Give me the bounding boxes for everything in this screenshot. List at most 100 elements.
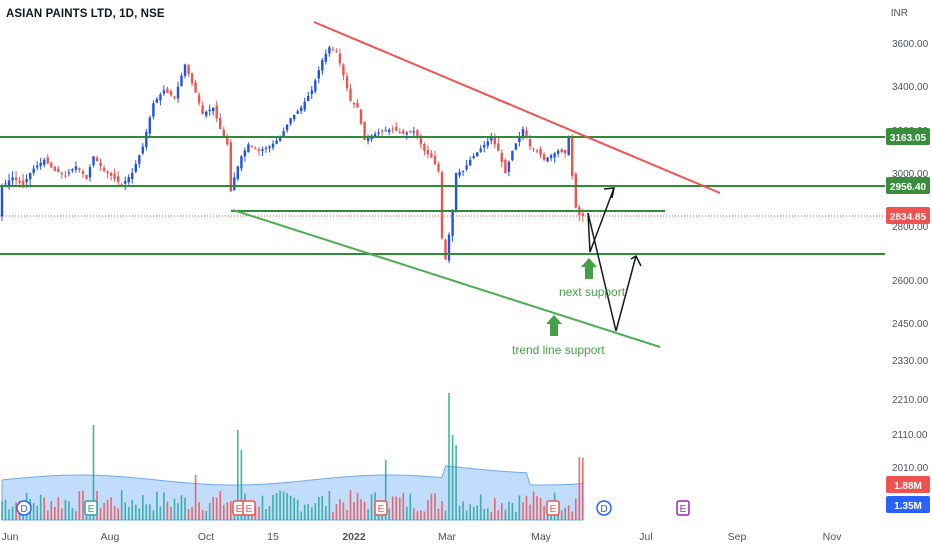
- volume-bar: [363, 501, 366, 520]
- candle-body: [377, 132, 380, 134]
- volume-bar: [578, 457, 581, 520]
- volume-bar: [469, 504, 471, 520]
- candle-body: [159, 94, 162, 101]
- candle-body: [99, 162, 102, 166]
- candle-body: [342, 64, 345, 76]
- volume-bar: [479, 494, 482, 520]
- candle-body: [261, 149, 264, 151]
- time-axis[interactable]: Jun Aug Oct 15 2022 Mar May Jul Sep Nov: [2, 531, 843, 543]
- price-axis[interactable]: 3600.003400.003200.003000.002800.002600.…: [886, 39, 930, 513]
- volume-bar: [529, 504, 531, 520]
- candle-body: [4, 183, 7, 185]
- volume-bar: [201, 510, 204, 520]
- volume-bar: [268, 506, 271, 520]
- resistance-trend-line[interactable]: [313, 21, 721, 194]
- earnings-marker-icon[interactable]: [676, 500, 690, 516]
- volume-bar: [346, 510, 348, 520]
- volume-bar: [370, 494, 373, 520]
- candle-body: [303, 101, 306, 110]
- price-label-badge[interactable]: [886, 128, 930, 145]
- candle-body: [233, 177, 236, 191]
- candle-body: [461, 170, 465, 172]
- candle-body: [388, 129, 391, 133]
- trend-lines[interactable]: [232, 21, 721, 348]
- volume-bar: [353, 502, 355, 520]
- volume-bar: [332, 511, 334, 520]
- candle-body: [247, 144, 250, 153]
- candle-body: [78, 168, 81, 170]
- volume-bar: [494, 498, 496, 520]
- candle-body: [215, 105, 218, 119]
- volume-bar: [465, 510, 468, 520]
- earnings-marker-icon[interactable]: [546, 500, 560, 516]
- candle-body: [187, 65, 190, 74]
- candle-body: [57, 168, 60, 173]
- volume-bar: [149, 504, 151, 520]
- candle-body: [532, 148, 535, 150]
- support-trend-line[interactable]: [232, 209, 661, 348]
- candle-body: [465, 165, 468, 170]
- volume-bar: [321, 495, 324, 520]
- projection-path-upper[interactable]: [587, 187, 615, 253]
- dividend-marker-icon[interactable]: [596, 500, 612, 516]
- candle-body: [166, 88, 169, 93]
- price-label-badge[interactable]: [886, 476, 930, 493]
- price-label-badge[interactable]: [886, 207, 930, 224]
- candle-body: [148, 117, 151, 134]
- volume-bar: [113, 505, 116, 520]
- candle-body: [74, 166, 78, 170]
- projection-path-lower[interactable]: [587, 212, 637, 332]
- volume-bar: [497, 510, 500, 520]
- candle-body: [268, 146, 271, 149]
- price-label-badge[interactable]: [886, 496, 930, 513]
- candle-body: [469, 159, 472, 166]
- candle-body: [356, 102, 359, 108]
- earnings-marker-icon[interactable]: [84, 500, 98, 516]
- candle-body: [120, 184, 123, 186]
- volume-bar: [455, 445, 457, 520]
- candle-body: [511, 150, 514, 161]
- candle-body: [32, 168, 35, 173]
- volume-bar: [472, 506, 475, 520]
- price-label-badge[interactable]: [886, 177, 930, 194]
- candle-body: [514, 143, 518, 150]
- candle-body: [391, 128, 394, 130]
- projection-arrows[interactable]: [546, 187, 642, 336]
- volume-pane: [1, 393, 584, 521]
- marker-label: E: [680, 504, 687, 515]
- marker-label: E: [378, 504, 385, 515]
- candle-body: [535, 150, 539, 152]
- earnings-marker-icon[interactable]: [374, 500, 388, 516]
- volume-bar: [173, 498, 176, 520]
- marker-label: E: [88, 504, 95, 515]
- candle-body: [525, 130, 528, 138]
- volume-bar: [391, 496, 394, 520]
- candle-body: [138, 155, 141, 164]
- marker-label: D: [20, 504, 27, 515]
- volume-bar: [1, 501, 3, 520]
- volume-bar: [166, 501, 169, 520]
- x-tick-label: Nov: [823, 531, 842, 543]
- dividend-marker-icon[interactable]: [16, 500, 32, 516]
- volume-bar: [522, 502, 524, 520]
- candle-body: [416, 130, 419, 138]
- candle-body: [321, 60, 324, 71]
- x-tick-label: Oct: [198, 531, 214, 543]
- volume-bar: [4, 499, 7, 520]
- candle-body: [437, 164, 440, 171]
- earnings-marker-icon[interactable]: [242, 500, 256, 516]
- volume-bar: [518, 495, 521, 520]
- volume-bar: [314, 503, 317, 520]
- horizontal-levels[interactable]: [0, 136, 885, 255]
- volume-bar: [215, 497, 218, 520]
- volume-bar: [395, 496, 397, 520]
- volume-bar: [430, 493, 433, 520]
- candle-body: [395, 127, 398, 131]
- candle-body: [447, 234, 451, 261]
- candle-body: [564, 149, 567, 154]
- candle-body: [208, 109, 211, 112]
- candle-body: [345, 76, 349, 89]
